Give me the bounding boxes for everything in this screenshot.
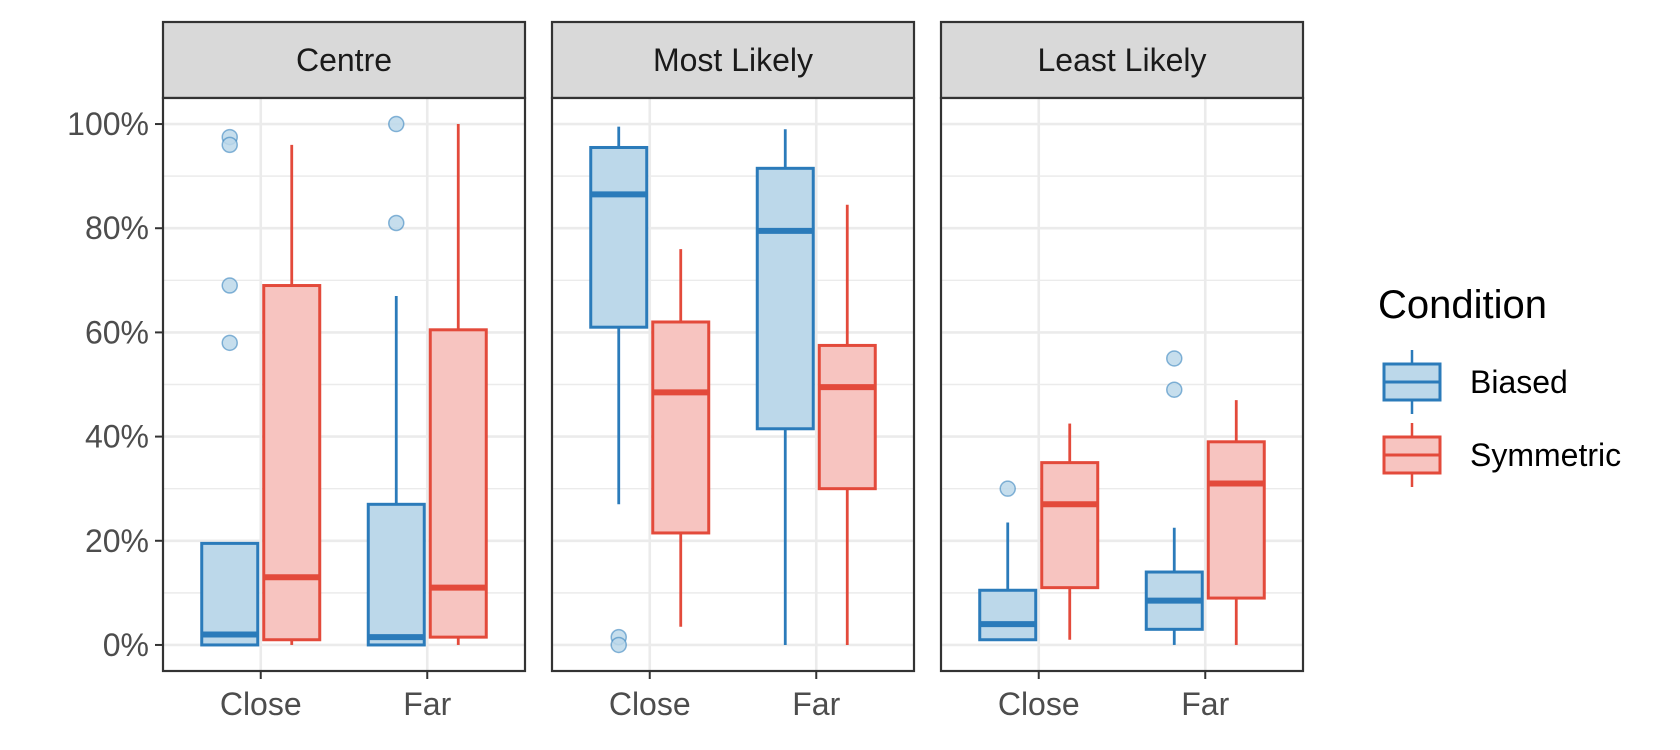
y-tick-label: 0% <box>103 627 149 663</box>
outlier-point <box>388 115 405 133</box>
box-iqr <box>1206 440 1266 600</box>
panel-border <box>161 96 527 673</box>
outlier-point <box>221 277 238 294</box>
y-tick-label: 60% <box>85 314 149 350</box>
boxplot-symmetric-far <box>1206 400 1266 645</box>
legend-item-symmetric: Symmetric <box>1382 423 1621 487</box>
x-tick-label: Close <box>220 686 302 722</box>
box-iqr <box>1040 461 1100 590</box>
box-iqr <box>589 145 649 329</box>
y-tick-label: 100% <box>67 106 149 142</box>
legend-label: Biased <box>1470 364 1568 400</box>
boxplot-biased-close <box>978 480 1038 642</box>
x-tick-label: Far <box>1181 686 1229 722</box>
box-iqr <box>200 541 260 647</box>
outlier-point <box>610 636 627 654</box>
y-tick-label: 80% <box>85 210 149 246</box>
outlier-point <box>388 214 405 232</box>
outlier-point <box>221 136 238 154</box>
facet-strip-label: Least Likely <box>1038 42 1207 78</box>
facet-strip <box>550 20 916 100</box>
box-iqr <box>428 328 488 639</box>
boxplot-symmetric-close <box>262 144 322 645</box>
panel-border <box>550 96 916 673</box>
x-tick-label: Far <box>792 686 840 722</box>
x-tick-label: Far <box>403 686 451 722</box>
box-iqr <box>366 502 426 647</box>
panel-border <box>939 96 1305 673</box>
legend-label: Symmetric <box>1470 437 1621 473</box>
outlier-point <box>999 480 1016 497</box>
boxplot-symmetric-far <box>428 124 488 645</box>
x-tick-label: Close <box>609 686 691 722</box>
legend-item-biased: Biased <box>1382 350 1568 414</box>
legend-title: Condition <box>1378 283 1547 327</box>
boxplot-biased-far <box>755 129 815 645</box>
box-iqr <box>755 166 815 431</box>
facet-strip <box>161 20 527 100</box>
boxplot-symmetric-close <box>1040 423 1100 640</box>
outlier-point <box>1166 381 1183 398</box>
facet-panel-most-likely: Most Likely Close Far <box>550 20 916 722</box>
box-iqr <box>978 588 1038 642</box>
boxplot-symmetric-far <box>817 204 877 645</box>
facet-strip <box>939 20 1305 100</box>
box-iqr <box>651 320 711 535</box>
facet-strip-label: Centre <box>296 42 392 78</box>
boxplot-biased-far <box>366 115 426 647</box>
facet-panel-least-likely: Least Likely Close Far <box>939 20 1305 722</box>
y-tick-label: 40% <box>85 419 149 455</box>
boxplot-biased-close <box>589 126 649 654</box>
x-tick-label: Close <box>998 686 1080 722</box>
box-iqr <box>262 284 322 642</box>
box-iqr <box>817 343 877 491</box>
boxplot-biased-far <box>1144 350 1204 645</box>
boxplot-biased-close <box>200 128 260 647</box>
outlier-point <box>1166 350 1183 367</box>
outlier-point <box>221 334 238 352</box>
boxplot-symmetric-close <box>651 249 711 627</box>
y-tick-label: 20% <box>85 523 149 559</box>
facet-strip-label: Most Likely <box>653 42 813 78</box>
y-axis: 0% 20% 40% 60% 80% 100% <box>67 106 163 663</box>
facet-panel-centre: Centre Close Far <box>161 20 527 722</box>
legend: Condition Biased Symmetric <box>1378 283 1621 487</box>
